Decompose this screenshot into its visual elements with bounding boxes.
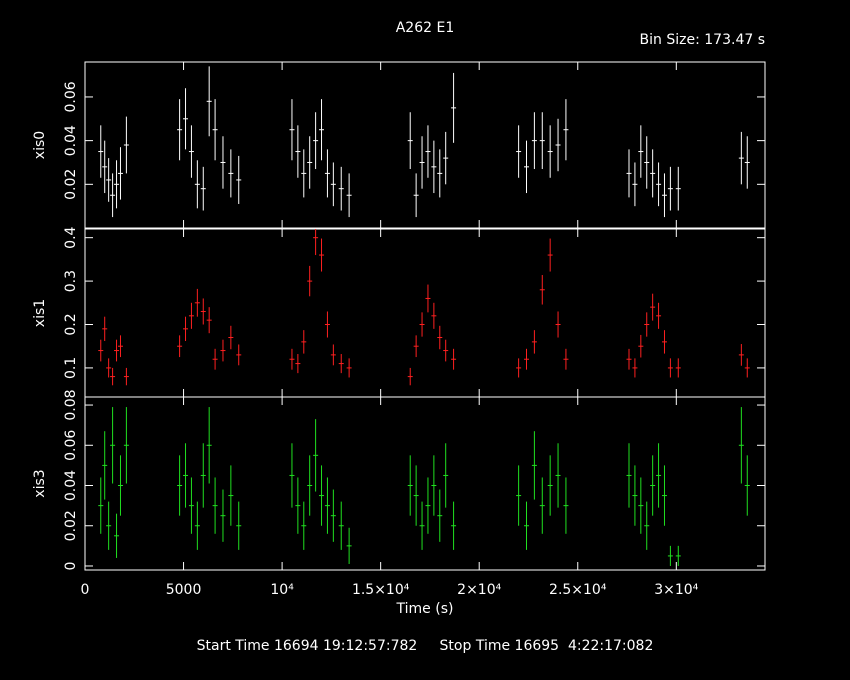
y-tick-label: 0.4	[63, 226, 79, 248]
x-axis-label: Time (s)	[396, 601, 454, 617]
x-tick-label: 1.5×10⁴	[352, 582, 410, 598]
y-tick-label: 0.3	[63, 270, 79, 292]
y-tick-label: 0.06	[63, 430, 79, 461]
y-tick-label: 0	[63, 562, 79, 571]
y-tick-label: 0.06	[63, 81, 79, 112]
y-tick-label: 0.02	[63, 510, 79, 541]
chart-title: A262 E1	[396, 20, 455, 36]
panel-frame	[84, 61, 766, 229]
x-tick-label: 2×10⁴	[457, 582, 501, 598]
y-axis-label: xis3	[32, 469, 48, 497]
panel-frame	[84, 228, 766, 398]
x-tick-label: 10⁴	[270, 582, 294, 598]
x-tick-label: 5000	[166, 582, 202, 598]
y-tick-label: 0.04	[63, 470, 79, 501]
y-axis-label: xis1	[32, 299, 48, 327]
y-tick-label: 0.08	[63, 389, 79, 420]
bin-size: Bin Size: 173.47 s	[640, 32, 765, 48]
y-axis-label: xis0	[32, 131, 48, 159]
x-tick-label: 0	[81, 582, 90, 598]
x-tick-label: 2.5×10⁴	[549, 582, 607, 598]
y-tick-label: 0.04	[63, 125, 79, 156]
panel-frame	[84, 396, 766, 571]
footer: Start Time 16694 19:12:57:782 Stop Time …	[197, 638, 654, 654]
x-tick-label: 3×10⁴	[654, 582, 698, 598]
y-tick-label: 0.02	[63, 169, 79, 200]
y-tick-label: 0.1	[63, 357, 79, 379]
y-tick-label: 0.2	[63, 313, 79, 335]
